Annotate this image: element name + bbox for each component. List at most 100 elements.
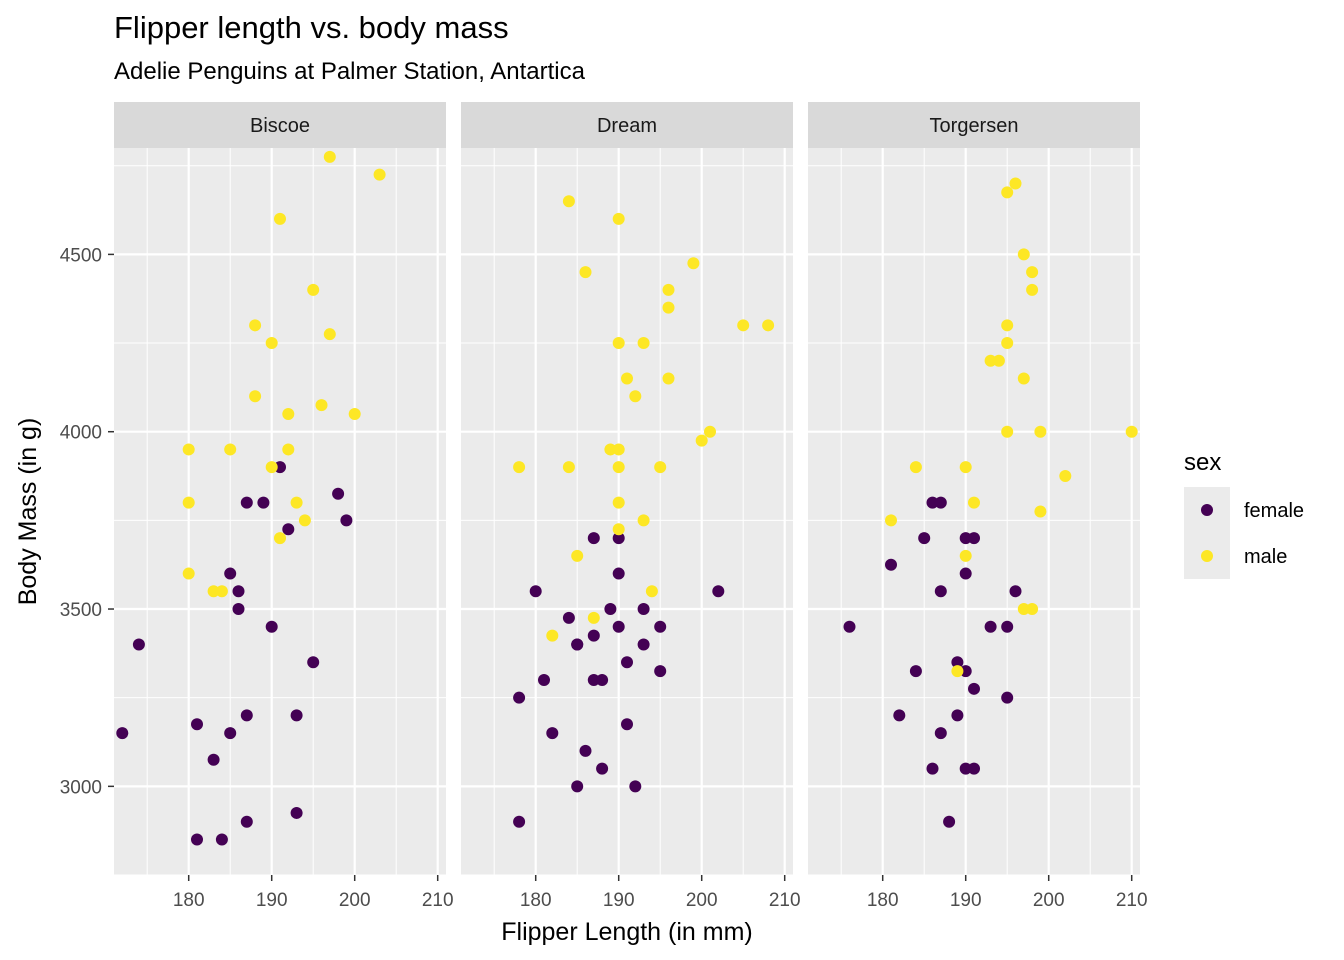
data-point-female <box>934 496 947 509</box>
data-point-female <box>612 620 625 633</box>
chart-subtitle: Adelie Penguins at Palmer Station, Antar… <box>114 58 585 85</box>
data-point-female <box>951 709 964 722</box>
data-point-female <box>943 815 956 828</box>
data-point-male <box>1026 266 1039 279</box>
facet-strip-dream <box>461 102 793 148</box>
data-point-female <box>587 629 600 642</box>
y-tick-label: 4500 <box>60 245 102 266</box>
data-point-male <box>1009 177 1022 190</box>
data-point-female <box>513 691 526 704</box>
y-axis-title: Body Mass (in g) <box>14 418 42 606</box>
data-point-female <box>909 665 922 678</box>
data-point-female <box>274 461 286 474</box>
data-point-female <box>654 620 667 633</box>
data-point-male <box>1001 186 1014 199</box>
data-point-male <box>959 461 972 474</box>
data-point-female <box>621 656 633 669</box>
data-point-male <box>612 496 625 509</box>
data-point-female <box>191 833 203 846</box>
x-tick-label: 200 <box>339 890 371 911</box>
facet-label-torgersen: Torgersen <box>930 115 1019 137</box>
x-tick-label: 190 <box>603 890 635 911</box>
data-point-male <box>224 443 237 456</box>
data-point-male <box>274 212 286 225</box>
data-point-male <box>637 337 650 350</box>
data-point-male <box>249 319 262 332</box>
data-point-female <box>596 762 609 775</box>
data-point-male <box>282 407 295 420</box>
data-point-male <box>695 434 708 447</box>
data-point-female <box>918 532 931 545</box>
data-point-female <box>132 638 145 651</box>
data-point-female <box>612 532 625 545</box>
data-point-female <box>968 682 980 695</box>
data-point-female <box>637 603 650 616</box>
data-point-male <box>612 212 625 225</box>
data-point-male <box>1026 283 1039 296</box>
data-point-male <box>1001 319 1014 332</box>
data-point-female <box>893 709 906 722</box>
x-tick-label: 210 <box>769 890 801 911</box>
data-point-male <box>265 337 278 350</box>
chart-title: Flipper length vs. body mass <box>114 10 509 45</box>
data-point-male <box>1034 505 1047 518</box>
data-point-female <box>340 514 353 527</box>
data-point-female <box>224 727 237 740</box>
data-point-female <box>1001 620 1014 633</box>
data-point-female <box>968 762 980 775</box>
data-point-male <box>604 443 617 456</box>
data-point-female <box>629 780 642 793</box>
x-tick-label: 190 <box>256 890 288 911</box>
legend-label-female: female <box>1244 500 1304 522</box>
data-point-female <box>257 496 270 509</box>
data-point-male <box>959 549 972 562</box>
data-point-male <box>315 399 328 412</box>
data-point-male <box>612 461 625 474</box>
x-tick-label: 190 <box>950 890 982 911</box>
data-point-female <box>240 709 253 722</box>
data-point-male <box>373 168 386 181</box>
data-point-male <box>207 585 220 598</box>
data-point-female <box>538 673 550 686</box>
data-point-male <box>654 461 667 474</box>
x-axis-title: Flipper Length (in mm) <box>501 918 752 946</box>
data-point-female <box>290 806 303 819</box>
data-point-female <box>232 603 245 616</box>
data-point-female <box>546 727 559 740</box>
data-point-female <box>959 567 972 580</box>
x-tick-label: 180 <box>867 890 899 911</box>
data-point-female <box>116 727 129 740</box>
data-point-female <box>571 638 584 651</box>
data-point-male <box>762 319 775 332</box>
data-point-female <box>224 567 237 580</box>
legend-title: sex <box>1184 449 1221 476</box>
data-point-female <box>934 585 947 598</box>
data-point-male <box>704 425 716 438</box>
facet-label-biscoe: Biscoe <box>250 115 310 137</box>
y-tick-label: 3000 <box>60 777 102 798</box>
data-point-male <box>1001 337 1014 350</box>
data-point-male <box>290 496 303 509</box>
data-point-female <box>843 620 856 633</box>
data-point-male <box>182 443 195 456</box>
data-point-female <box>934 727 947 740</box>
data-point-male <box>968 496 980 509</box>
data-point-male <box>984 354 997 367</box>
y-tick-label: 3500 <box>60 600 102 621</box>
data-point-female <box>604 603 617 616</box>
data-point-male <box>662 283 675 296</box>
data-point-female <box>529 585 542 598</box>
data-point-female <box>215 833 228 846</box>
x-tick-label: 210 <box>1116 890 1148 911</box>
data-point-male <box>323 150 336 163</box>
data-point-female <box>513 815 526 828</box>
data-point-male <box>513 461 526 474</box>
data-point-male <box>1017 603 1030 616</box>
data-point-female <box>621 718 633 731</box>
data-point-male <box>1017 248 1030 261</box>
data-point-female <box>951 656 964 669</box>
data-point-female <box>885 558 897 571</box>
data-point-male <box>885 514 897 527</box>
legend-symbol-male <box>1201 550 1213 562</box>
